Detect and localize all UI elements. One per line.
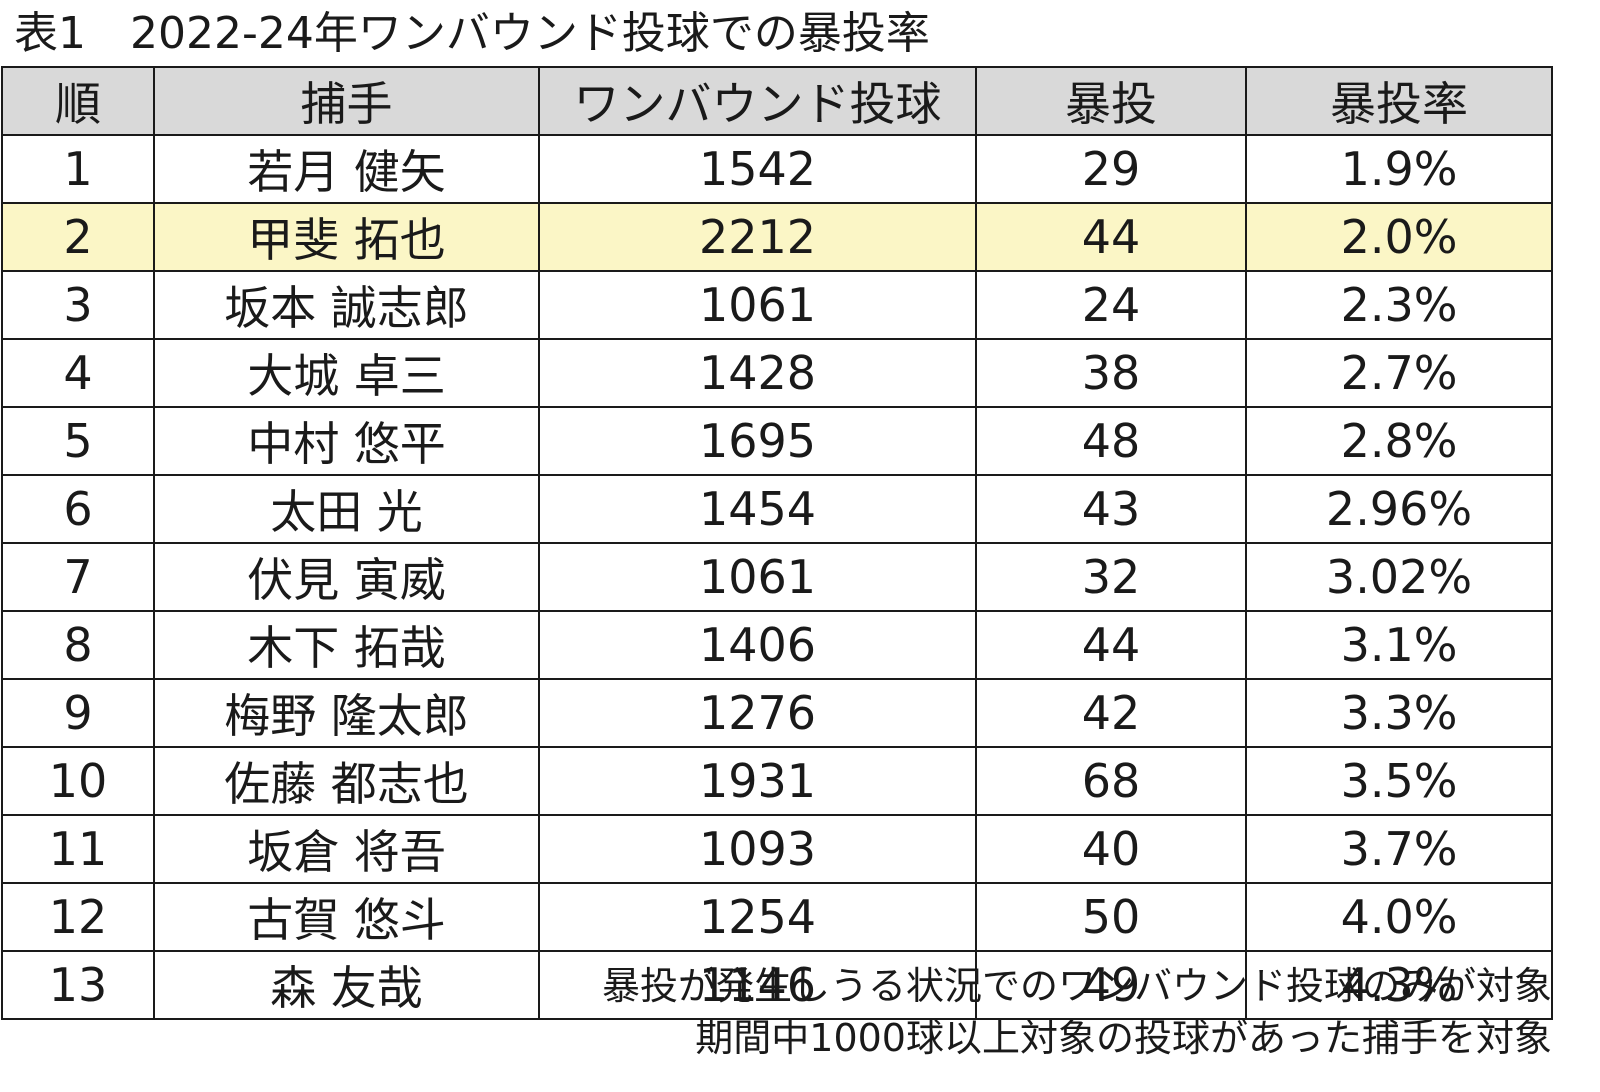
cell-wild-pitch-rate: 2.96%	[1245, 474, 1553, 544]
cell-catcher: 森 友哉	[153, 950, 540, 1020]
header-wild-pitches: 暴投	[975, 66, 1247, 136]
table-row: 9 梅野 隆太郎 1276 42 3.3%	[1, 678, 1553, 748]
cell-bounce-pitches: 1931	[538, 746, 977, 816]
cell-rank: 11	[1, 814, 155, 884]
table-title: 表1 2022-24年ワンバウンド投球での暴投率	[14, 8, 930, 59]
cell-catcher: 坂倉 将吾	[153, 814, 540, 884]
cell-wild-pitch-rate: 4.0%	[1245, 882, 1553, 952]
cell-wild-pitches: 42	[975, 678, 1247, 748]
cell-wild-pitches: 68	[975, 746, 1247, 816]
cell-wild-pitch-rate: 2.0%	[1245, 202, 1553, 272]
header-bounce-pitches: ワンバウンド投球	[538, 66, 977, 136]
cell-wild-pitches: 29	[975, 134, 1247, 204]
header-wild-pitch-rate: 暴投率	[1245, 66, 1553, 136]
cell-bounce-pitches: 1093	[538, 814, 977, 884]
cell-wild-pitches: 50	[975, 882, 1247, 952]
cell-rank: 9	[1, 678, 155, 748]
cell-catcher: 坂本 誠志郎	[153, 270, 540, 340]
cell-catcher: 若月 健矢	[153, 134, 540, 204]
header-rank: 順	[1, 66, 155, 136]
cell-wild-pitch-rate: 1.9%	[1245, 134, 1553, 204]
table-row: 7 伏見 寅威 1061 32 3.02%	[1, 542, 1553, 612]
table-body: 1 若月 健矢 1542 29 1.9% 2 甲斐 拓也 2212 44 2.0% 3 坂本 誠志郎 1…	[1, 134, 1553, 1020]
cell-catcher: 木下 拓哉	[153, 610, 540, 680]
cell-rank: 6	[1, 474, 155, 544]
cell-wild-pitch-rate: 3.5%	[1245, 746, 1553, 816]
cell-rank: 1	[1, 134, 155, 204]
cell-rank: 2	[1, 202, 155, 272]
cell-bounce-pitches: 1428	[538, 338, 977, 408]
cell-catcher: 太田 光	[153, 474, 540, 544]
table-row: 5 中村 悠平 1695 48 2.8%	[1, 406, 1553, 476]
cell-wild-pitches: 43	[975, 474, 1247, 544]
cell-rank: 3	[1, 270, 155, 340]
cell-wild-pitches: 40	[975, 814, 1247, 884]
wild-pitch-rate-table: 順 捕手 ワンバウンド投球 暴投 暴投率 1 若月 健矢 1542 29 1.9% 2 甲斐…	[1, 66, 1553, 1020]
cell-wild-pitch-rate: 2.8%	[1245, 406, 1553, 476]
cell-wild-pitch-rate: 3.1%	[1245, 610, 1553, 680]
table-row: 2 甲斐 拓也 2212 44 2.0%	[1, 202, 1553, 272]
cell-catcher: 佐藤 都志也	[153, 746, 540, 816]
cell-catcher: 大城 卓三	[153, 338, 540, 408]
table-row: 13 森 友哉 1146 49 4.3%	[1, 950, 1553, 1020]
cell-bounce-pitches: 1695	[538, 406, 977, 476]
table-row: 11 坂倉 将吾 1093 40 3.7%	[1, 814, 1553, 884]
cell-catcher: 中村 悠平	[153, 406, 540, 476]
cell-catcher: 甲斐 拓也	[153, 202, 540, 272]
cell-catcher: 古賀 悠斗	[153, 882, 540, 952]
table-row: 12 古賀 悠斗 1254 50 4.0%	[1, 882, 1553, 952]
cell-bounce-pitches: 1454	[538, 474, 977, 544]
cell-bounce-pitches: 1542	[538, 134, 977, 204]
cell-wild-pitch-rate: 3.7%	[1245, 814, 1553, 884]
cell-wild-pitch-rate: 2.7%	[1245, 338, 1553, 408]
cell-wild-pitches: 49	[975, 950, 1247, 1020]
cell-catcher: 伏見 寅威	[153, 542, 540, 612]
footnotes: 暴投が発生しうる状況でのワンバウンド投球のみが対象 期間中1000球以上対象の投…	[602, 960, 1552, 1064]
header-catcher: 捕手	[153, 66, 540, 136]
cell-wild-pitch-rate: 3.02%	[1245, 542, 1553, 612]
cell-bounce-pitches: 1406	[538, 610, 977, 680]
cell-rank: 5	[1, 406, 155, 476]
cell-wild-pitch-rate: 3.3%	[1245, 678, 1553, 748]
cell-bounce-pitches: 2212	[538, 202, 977, 272]
cell-wild-pitch-rate: 2.3%	[1245, 270, 1553, 340]
cell-wild-pitches: 24	[975, 270, 1247, 340]
cell-bounce-pitches: 1276	[538, 678, 977, 748]
table-row: 1 若月 健矢 1542 29 1.9%	[1, 134, 1553, 204]
table-row: 3 坂本 誠志郎 1061 24 2.3%	[1, 270, 1553, 340]
cell-wild-pitches: 44	[975, 610, 1247, 680]
header-row: 順 捕手 ワンバウンド投球 暴投 暴投率	[1, 66, 1553, 136]
footnote-1: 暴投が発生しうる状況でのワンバウンド投球のみが対象	[601, 964, 1552, 1008]
cell-rank: 13	[1, 950, 155, 1020]
table-row: 4 大城 卓三 1428 38 2.7%	[1, 338, 1553, 408]
cell-wild-pitches: 44	[975, 202, 1247, 272]
cell-wild-pitch-rate: 4.3%	[1245, 950, 1553, 1020]
table-row: 10 佐藤 都志也 1931 68 3.5%	[1, 746, 1553, 816]
cell-wild-pitches: 48	[975, 406, 1247, 476]
cell-rank: 4	[1, 338, 155, 408]
cell-bounce-pitches: 1061	[538, 542, 977, 612]
cell-wild-pitches: 38	[975, 338, 1247, 408]
cell-bounce-pitches: 1061	[538, 270, 977, 340]
cell-catcher: 梅野 隆太郎	[153, 678, 540, 748]
table-row: 6 太田 光 1454 43 2.96%	[1, 474, 1553, 544]
table-row: 8 木下 拓哉 1406 44 3.1%	[1, 610, 1553, 680]
cell-rank: 7	[1, 542, 155, 612]
cell-wild-pitches: 32	[975, 542, 1247, 612]
cell-bounce-pitches: 1254	[538, 882, 977, 952]
cell-rank: 8	[1, 610, 155, 680]
cell-rank: 10	[1, 746, 155, 816]
cell-rank: 12	[1, 882, 155, 952]
cell-bounce-pitches: 1146	[538, 950, 977, 1020]
footnote-2: 期間中1000球以上対象の投球があった捕手を対象	[695, 1016, 1552, 1060]
